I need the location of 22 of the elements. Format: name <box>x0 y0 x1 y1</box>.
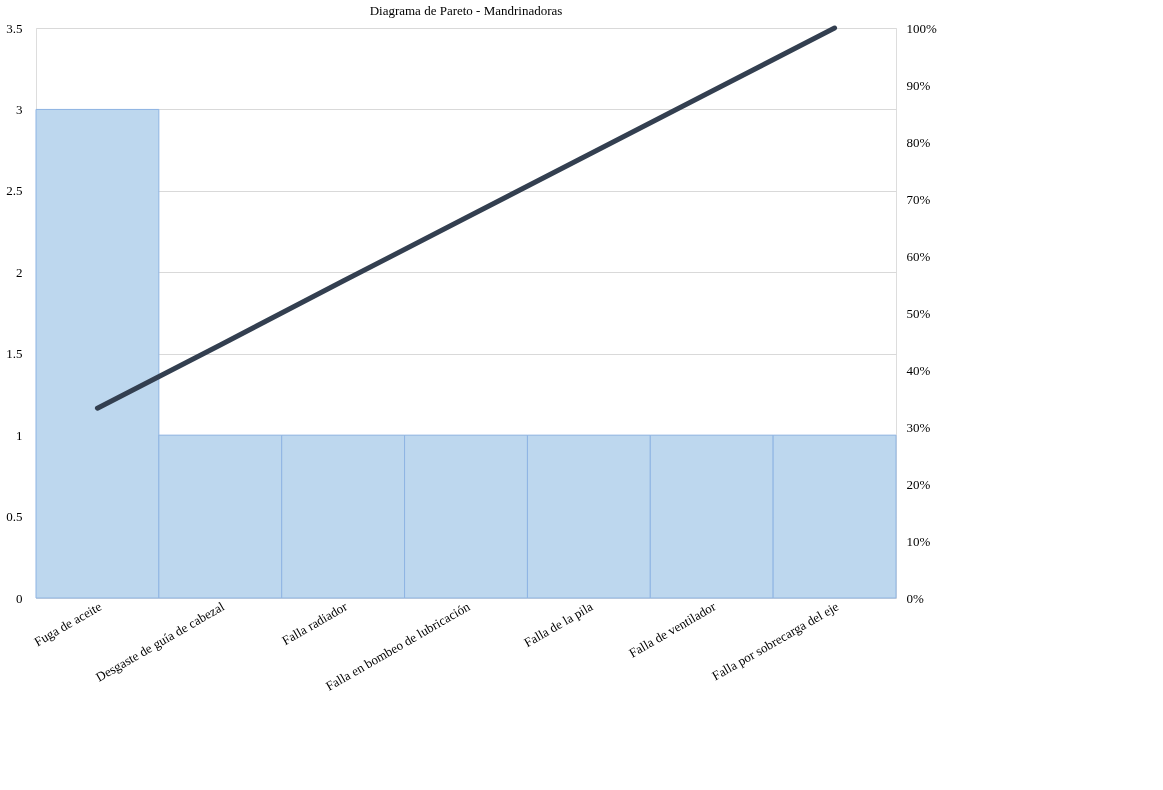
x-tick-label: Falla de la pila <box>521 598 596 651</box>
y2-tick-label: 100% <box>906 20 937 36</box>
x-tick-label: Fuga de aceite <box>31 598 105 650</box>
y-tick-label: 0 <box>16 590 23 606</box>
y2-tick-label: 0% <box>906 590 924 606</box>
y-tick-label: 3.5 <box>6 20 23 36</box>
y2-tick-label: 70% <box>906 191 931 207</box>
y-tick-label: 2 <box>16 264 23 280</box>
y-tick-label: 1.5 <box>6 346 23 362</box>
y2-tick-label: 40% <box>906 362 931 378</box>
y2-tick-label: 90% <box>906 77 931 93</box>
y2-tick-label: 20% <box>906 476 931 492</box>
y2-tick-label: 50% <box>906 305 931 321</box>
y2-tick-label: 30% <box>906 419 931 435</box>
y2-tick-label: 60% <box>906 248 931 264</box>
y-tick-label: 0.5 <box>6 509 23 525</box>
y-tick-label: 2.5 <box>6 183 23 199</box>
y-tick-label: 3 <box>16 101 23 117</box>
y2-tick-label: 10% <box>906 533 931 549</box>
y2-tick-label: 80% <box>906 134 931 150</box>
chart-title: Diagrama de Pareto - Mandrinadoras <box>369 3 563 18</box>
y-tick-label: 1 <box>16 427 23 443</box>
